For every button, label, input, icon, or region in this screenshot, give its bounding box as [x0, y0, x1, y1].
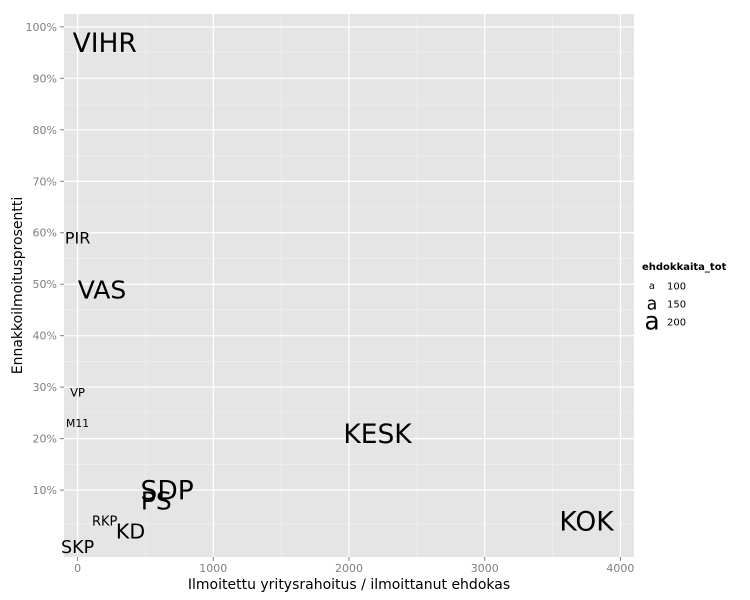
x-tick-label: 3000	[471, 562, 499, 575]
legend-key-glyph: a	[649, 281, 655, 292]
x-tick-label: 2000	[335, 562, 363, 575]
point-label-kok: KOK	[559, 507, 614, 538]
point-label-ps: PS	[141, 486, 172, 515]
x-axis-ticks: 0 1000 2000 3000 4000	[74, 557, 634, 575]
y-tick-label: 50%	[33, 278, 57, 291]
x-axis-title: Ilmoitettu yritysrahoitus / ilmoittanut …	[188, 577, 510, 593]
y-tick-label: 100%	[26, 21, 57, 34]
legend-key-glyph: a	[644, 307, 659, 336]
point-label-vp: VP	[70, 385, 85, 399]
point-label-vas: VAS	[78, 275, 126, 304]
point-label-m11: M11	[66, 417, 89, 430]
legend-title: ehdokkaita_tot	[642, 262, 727, 273]
x-tick-label: 0	[74, 562, 81, 575]
legend: ehdokkaita_tot a 100 a 150 a 200	[642, 262, 727, 336]
grid-major	[64, 14, 634, 557]
x-tick-label: 1000	[199, 562, 227, 575]
x-tick-label: 4000	[606, 562, 634, 575]
y-tick-label: 60%	[33, 227, 57, 240]
legend-key-label: 150	[667, 300, 686, 311]
point-label-sdp: SDP	[141, 476, 194, 507]
y-tick-label: 10%	[33, 484, 57, 497]
y-tick-label: 20%	[33, 433, 57, 446]
y-axis-title: Ennakkoilmoitusprosentti	[10, 197, 26, 375]
legend-key-label: 200	[667, 318, 686, 329]
y-tick-label: 30%	[33, 381, 57, 394]
point-label-vihr: VIHR	[73, 28, 137, 59]
y-axis-ticks: 10% 20% 30% 40% 50% 60% 70% 80% 90% 100%	[26, 21, 64, 497]
y-tick-label: 90%	[33, 72, 57, 85]
y-tick-label: 70%	[33, 175, 57, 188]
legend-key-label: 100	[667, 282, 686, 293]
point-label-rkp: RKP	[92, 515, 118, 530]
y-tick-label: 40%	[33, 330, 57, 343]
point-label-pir: PIR	[65, 229, 90, 248]
y-tick-label: 80%	[33, 124, 57, 137]
point-label-skp: SKP	[61, 538, 94, 558]
legend-key-glyph: a	[647, 294, 658, 314]
point-label-kesk: KESK	[343, 419, 412, 450]
point-label-kd: KD	[116, 520, 145, 544]
